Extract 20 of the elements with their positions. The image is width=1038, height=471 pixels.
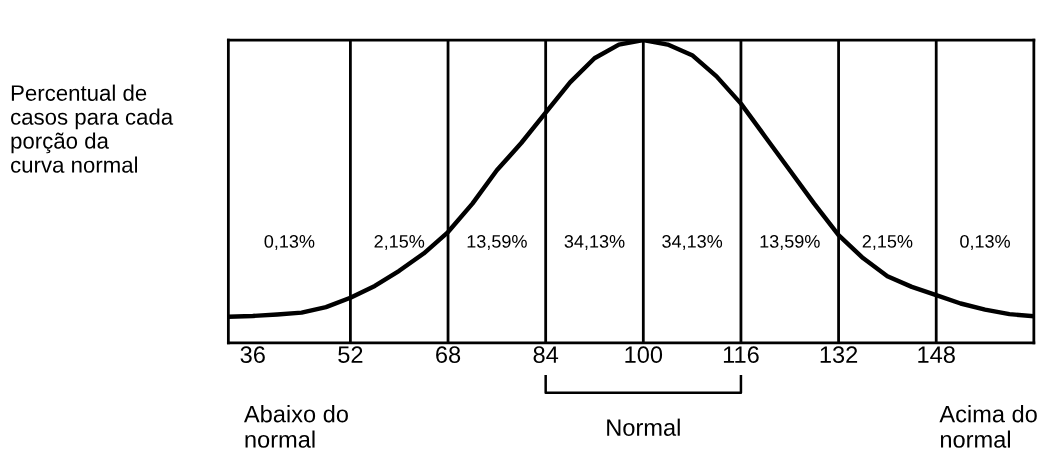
x-tick-label: 132 [820,346,858,364]
annotation: 13,59% [760,235,820,250]
x-tick-label: 100 [625,346,663,364]
annotation: 34,13% [564,235,625,250]
annotation: 13,59% [467,235,527,250]
annotation: 34,13% [662,235,723,250]
x-tick-label: 84 [533,346,559,364]
x-tick-label: 52 [338,346,363,364]
text: Normal [607,418,680,436]
x-tick-label: 148 [918,346,955,364]
text: Acima do normal [939,405,1037,448]
x-tick-label: 36 [240,346,265,364]
annotation: 2,15% [862,235,913,250]
annotation: 0,13% [960,235,1010,250]
x-tick-label: 116 [723,346,759,364]
text: Abaixo do normal [243,405,348,448]
x-tick-label: 68 [436,346,461,364]
annotation: 2,15% [374,235,425,250]
y-axis-title: Percentual de casos para cada porção da curva normal [11,84,174,173]
annotation: 0,13% [264,235,315,250]
